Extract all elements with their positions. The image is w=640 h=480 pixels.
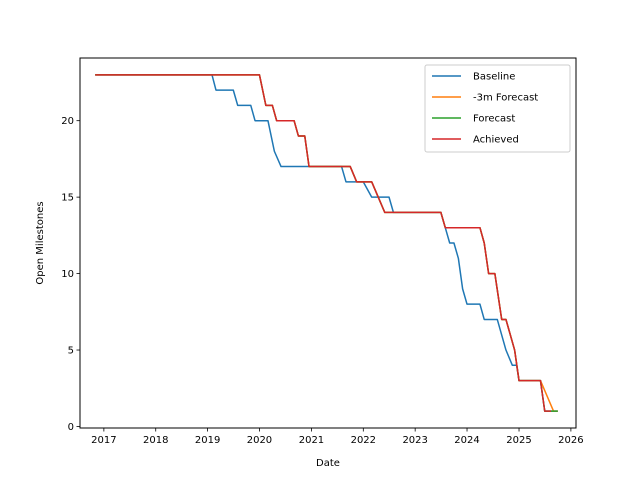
legend: Baseline -3m Forecast Forecast Achieved	[424, 64, 571, 153]
y-tick-label: 0	[68, 422, 74, 433]
plot-frame	[79, 57, 577, 429]
y-axis: 0 5 10 15 20	[61, 116, 80, 433]
y-tick-label: 10	[61, 269, 74, 280]
y-tick-label: 20	[61, 116, 74, 127]
x-tick-label: 2025	[506, 435, 531, 446]
x-tick-label: 2022	[351, 435, 376, 446]
x-axis: 2017 2018 2019 2020 2021 2022 2023 2024 2025 2026	[91, 428, 584, 446]
series-line-3	[95, 74, 552, 412]
x-tick-label: 2020	[247, 435, 272, 446]
x-tick-label: 2023	[402, 435, 427, 446]
y-tick-label: 15	[61, 193, 74, 204]
x-tick-label: 2017	[91, 435, 116, 446]
y-tick-label: 5	[68, 346, 74, 357]
plot-area	[95, 74, 558, 412]
legend-label: Achieved	[473, 135, 519, 146]
legend-label: Forecast	[473, 114, 515, 125]
x-tick-label: 2019	[195, 435, 220, 446]
x-tick-label: 2026	[558, 435, 583, 446]
y-axis-label: Open Milestones	[35, 201, 46, 284]
legend-label: Baseline	[473, 72, 515, 83]
legend-box	[424, 64, 571, 153]
x-axis-label: Date	[316, 458, 340, 469]
x-tick-label: 2021	[299, 435, 324, 446]
x-tick-label: 2018	[143, 435, 168, 446]
x-tick-label: 2024	[454, 435, 479, 446]
legend-label: -3m Forecast	[473, 93, 538, 104]
